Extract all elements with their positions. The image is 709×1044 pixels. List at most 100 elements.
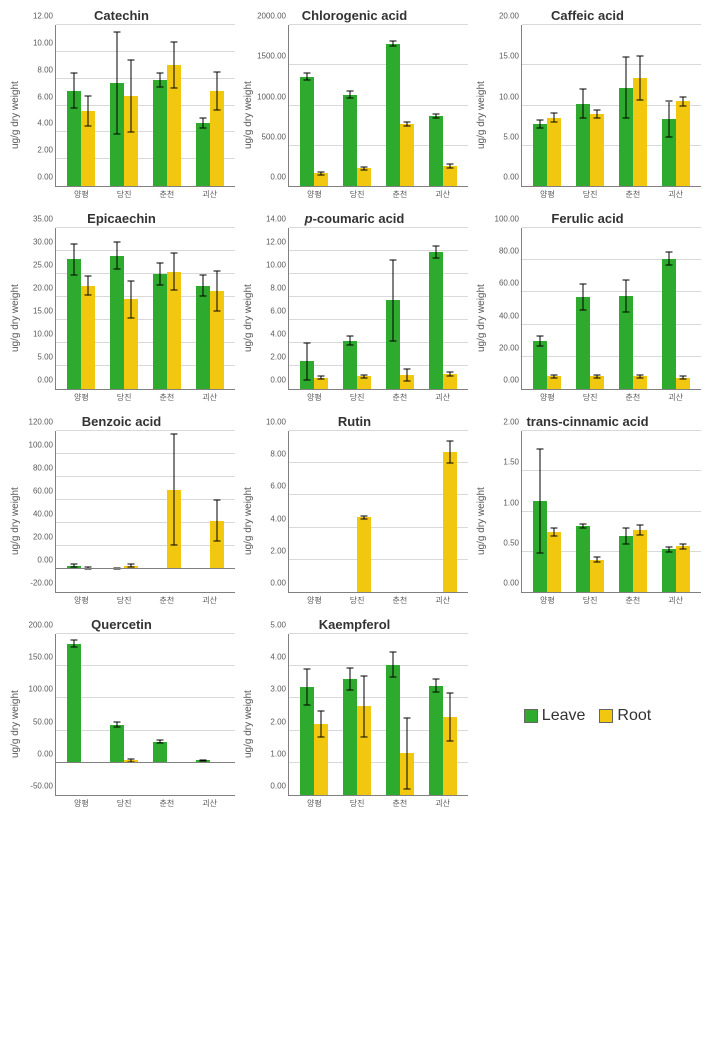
y-tick-label: 12.00 (33, 12, 56, 21)
error-cap (318, 376, 325, 377)
legend: LeaveRoot (474, 617, 701, 814)
bar-group (188, 634, 231, 795)
y-tick-label: 4.00 (270, 330, 289, 339)
error-cap (361, 675, 368, 676)
leave-bar (153, 742, 167, 763)
bar-group (293, 25, 336, 186)
bar-group (379, 25, 422, 186)
error-cap (114, 727, 121, 728)
leave-bar (300, 77, 314, 186)
error-cap (551, 374, 558, 375)
y-tick-label: 6.00 (270, 307, 289, 316)
bar-group (103, 634, 146, 795)
plot-area: 0.001.002.003.004.005.00양평당진춘천괴산 (288, 634, 468, 796)
x-labels: 양평당진춘천괴산 (56, 592, 235, 606)
leave-bar (662, 549, 676, 592)
leave-bar (67, 644, 81, 763)
error-cap (537, 448, 544, 449)
error-cap (622, 279, 629, 280)
bar-group (146, 228, 189, 389)
x-tick-label: 양평 (293, 592, 336, 606)
error-cap (170, 88, 177, 89)
leave-bar (386, 665, 400, 795)
error-cap (347, 690, 354, 691)
error-cap (128, 59, 135, 60)
leave-bar (343, 341, 357, 389)
bar-group (421, 25, 464, 186)
error-cap (679, 543, 686, 544)
y-tick-label: 10.00 (266, 418, 289, 427)
leave-bar (429, 252, 443, 389)
y-tick-label: 20.00 (33, 284, 56, 293)
error-cap (213, 271, 220, 272)
x-labels: 양평당진춘천괴산 (289, 389, 468, 403)
x-tick-label: 춘천 (379, 389, 422, 403)
error-cap (679, 376, 686, 377)
y-axis-label: ug/g dry weight (8, 25, 23, 205)
error-cap (71, 274, 78, 275)
bars-container (522, 431, 701, 592)
y-tick-label: 0.00 (270, 376, 289, 385)
error-cap (128, 564, 135, 565)
x-tick-label: 춘천 (379, 795, 422, 809)
error-cap (580, 118, 587, 119)
chart-panel: Kaempferolug/g dry weight0.001.002.003.0… (241, 617, 468, 814)
error-cap (156, 86, 163, 87)
y-tick-label: 2.00 (270, 717, 289, 726)
x-labels: 양평당진춘천괴산 (522, 186, 701, 200)
x-tick-label: 괴산 (654, 592, 697, 606)
legend-leave: Leave (524, 707, 586, 725)
error-cap (170, 253, 177, 254)
leave-bar (343, 679, 357, 795)
error-bar (668, 252, 669, 265)
bars-container (522, 228, 701, 389)
chart-panel: Chlorogenic acidug/g dry weight0.00500.0… (241, 8, 468, 205)
error-cap (318, 174, 325, 175)
error-cap (71, 108, 78, 109)
bar-group (569, 431, 612, 592)
zero-line (56, 568, 235, 569)
error-bar (307, 669, 308, 704)
error-cap (665, 252, 672, 253)
x-tick-label: 양평 (293, 389, 336, 403)
error-cap (403, 122, 410, 123)
y-axis-label: ug/g dry weight (8, 228, 23, 408)
y-tick-label: 10.00 (266, 261, 289, 270)
bar-group (526, 228, 569, 389)
leave-bar (110, 725, 124, 763)
error-bar (364, 676, 365, 737)
error-cap (347, 345, 354, 346)
error-cap (114, 133, 121, 134)
error-cap (537, 345, 544, 346)
error-cap (389, 651, 396, 652)
y-tick-label: 4.00 (270, 653, 289, 662)
error-cap (580, 310, 587, 311)
chart-panel: trans-cinnamic acidug/g dry weight0.000.… (474, 414, 701, 611)
error-cap (318, 711, 325, 712)
x-tick-label: 춘천 (146, 592, 189, 606)
error-cap (432, 113, 439, 114)
error-cap (71, 564, 78, 565)
x-tick-label: 양평 (293, 186, 336, 200)
bar-group (188, 228, 231, 389)
error-cap (361, 518, 368, 519)
error-cap (580, 284, 587, 285)
error-bar (435, 679, 436, 692)
y-axis-label: ug/g dry weight (474, 25, 489, 205)
y-tick-label: 20.00 (499, 343, 522, 352)
error-bar (216, 271, 217, 311)
error-cap (114, 722, 121, 723)
error-bar (74, 244, 75, 275)
chart-panel: Epicaechinug/g dry weight0.005.0010.0015… (8, 211, 235, 408)
error-cap (551, 528, 558, 529)
bar-group (612, 431, 655, 592)
error-cap (636, 374, 643, 375)
leave-bar (153, 274, 167, 389)
error-bar (74, 73, 75, 108)
x-labels: 양평당진춘천괴산 (289, 795, 468, 809)
root-bar (633, 530, 647, 592)
error-cap (679, 379, 686, 380)
error-cap (389, 260, 396, 261)
bars-container (289, 25, 468, 186)
error-cap (213, 500, 220, 501)
